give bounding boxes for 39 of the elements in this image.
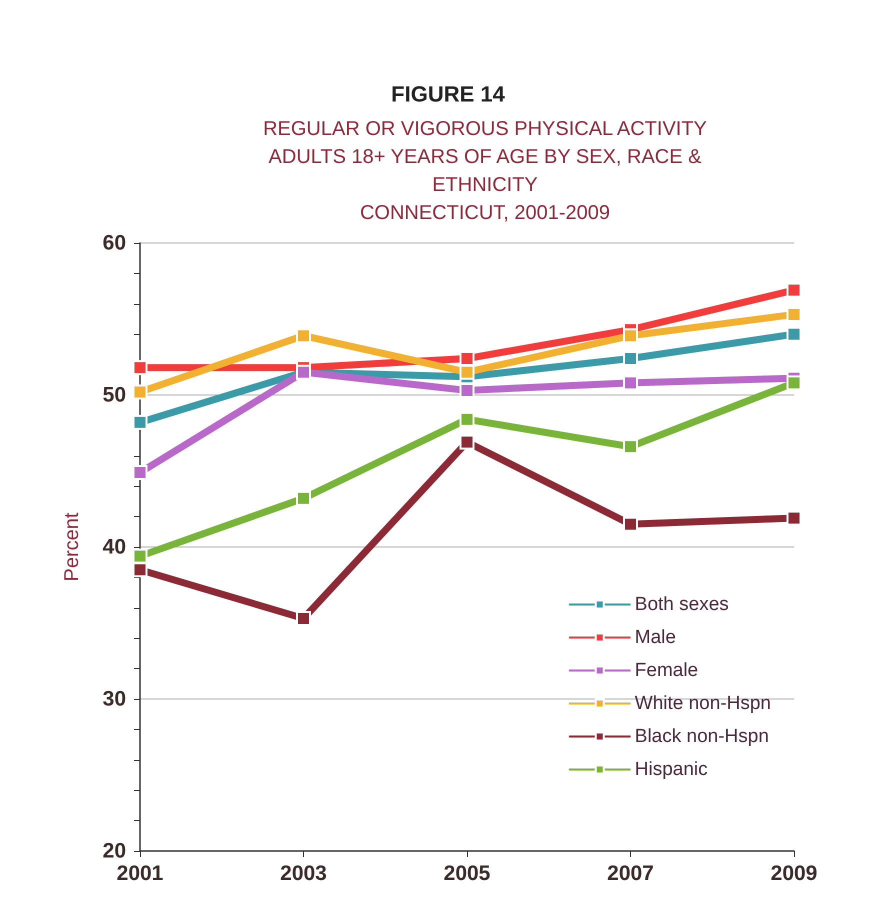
point — [296, 610, 311, 626]
x-tick-label: 2001 — [116, 862, 164, 885]
point — [132, 384, 148, 400]
legend-label: Hispanic — [634, 759, 708, 780]
y-axis-title: Percent — [61, 512, 83, 582]
point — [460, 364, 474, 380]
point — [786, 375, 802, 390]
x-tick-label: 2007 — [607, 862, 654, 885]
point — [132, 414, 148, 430]
point — [623, 375, 638, 390]
point — [786, 510, 802, 526]
point — [786, 282, 802, 298]
point — [132, 465, 148, 480]
y-tick-label: 60 — [102, 232, 126, 254]
y-tick-label: 40 — [102, 536, 126, 558]
point — [296, 490, 311, 506]
point — [623, 516, 638, 532]
point — [460, 412, 474, 427]
y-tick-label: 30 — [102, 688, 126, 710]
chart-subtitle: REGULAR OR VIGOROUS PHYSICAL ACTIVITY ADULTS 18+ YEARS OF AGE BY SEX, RACE & ETHNICITY CONNECTICUT, 2001-2009 — [263, 118, 707, 224]
y-tick-label: 20 — [102, 840, 126, 862]
legend-label: Male — [634, 627, 676, 648]
point — [132, 548, 148, 564]
x-tick-label: 2005 — [444, 862, 491, 885]
point — [132, 360, 148, 376]
x-tick-label: 2009 — [770, 862, 818, 885]
point — [786, 326, 802, 342]
point — [460, 434, 474, 450]
x-tick-label: 2003 — [280, 862, 327, 885]
point — [296, 328, 311, 344]
legend-label: Both sexes — [634, 594, 729, 615]
point — [623, 328, 638, 344]
legend-label: Female — [634, 660, 698, 681]
chart-title: FIGURE 14 — [391, 82, 506, 106]
point — [623, 439, 638, 454]
point — [132, 562, 148, 578]
y-tick-label: 50 — [102, 384, 126, 406]
legend-label: Black non-Hspn — [634, 726, 769, 747]
legend-label: White non-Hspn — [634, 693, 772, 714]
